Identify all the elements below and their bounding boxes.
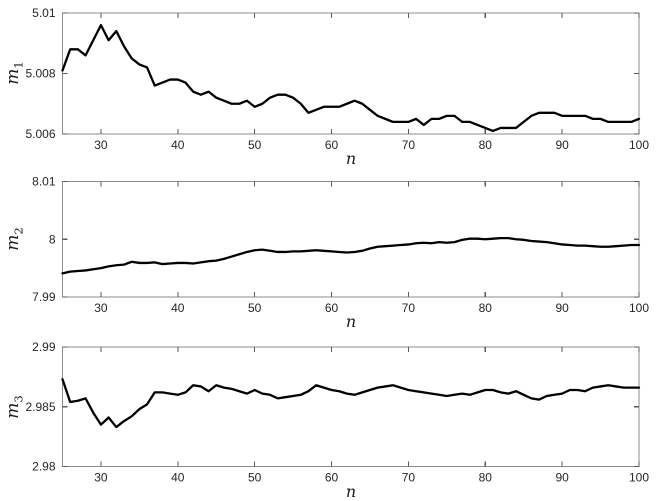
x-tick-label: 100: [629, 471, 649, 485]
x-tick-label: 70: [402, 301, 416, 315]
x-tick-label: 40: [171, 301, 185, 315]
x-tick-label: 60: [325, 471, 339, 485]
subplot-m1: 30 40 50 60 70 80 90 100 5.006 5.008 5.01: [25, 6, 649, 152]
m3-xaxis-label: n: [345, 482, 357, 501]
x-tick-label: 70: [402, 471, 416, 485]
x-tick-label: 90: [555, 471, 569, 485]
x-tick-label: 50: [248, 138, 262, 152]
y-tick-label: 5.01: [32, 6, 56, 20]
axes-box: [61, 346, 640, 468]
y-tick-label: 5.006: [25, 127, 55, 141]
y-tick-label: 5.008: [25, 67, 55, 81]
x-tick-label: 90: [555, 138, 569, 152]
hat-accent: ˆ: [0, 404, 11, 417]
m3-subscript: 3: [11, 395, 26, 403]
x-tick-label: 30: [94, 138, 108, 152]
subplot-m3: 30 40 50 60 70 80 90 100 2.98 2.985 2.99: [25, 340, 649, 485]
x-tick-label: 60: [325, 138, 339, 152]
y-tick-label: 8.01: [32, 175, 56, 189]
m2-axis-label: ˆm2: [0, 227, 26, 251]
x-tick-label: 50: [248, 301, 262, 315]
hat-accent: ˆ: [0, 70, 11, 83]
axes-box: [61, 180, 640, 298]
series-m2-line: [61, 236, 641, 275]
y-tick-label: 7.99: [32, 290, 56, 304]
x-tick-label: 70: [402, 138, 416, 152]
m1-xaxis-label: n: [345, 149, 357, 168]
series-m1-line: [61, 23, 641, 133]
y-tick-label: 2.985: [25, 400, 55, 414]
m1-axis-label: ˆm1: [0, 61, 26, 85]
x-tick-label: 60: [325, 301, 339, 315]
x-tick-label: 50: [248, 471, 262, 485]
m3-axis-label: ˆm3: [0, 395, 26, 419]
y-tick-label: 2.98: [32, 460, 56, 474]
m2-var-with-hat: ˆm: [0, 235, 23, 251]
y-tick-label: 8: [49, 232, 56, 246]
y-tick-label: 2.99: [32, 340, 56, 354]
x-tick-label: 80: [479, 301, 493, 315]
x-tick-label: 30: [94, 471, 108, 485]
x-tick-label: 90: [555, 301, 569, 315]
x-tick-label: 30: [94, 301, 108, 315]
m1-var-with-hat: ˆm: [0, 69, 23, 85]
m2-xaxis-label: n: [345, 312, 357, 331]
x-tick-label: 40: [171, 138, 185, 152]
x-tick-label: 80: [479, 138, 493, 152]
m3-var-with-hat: ˆm: [0, 403, 23, 419]
series-m3-line: [61, 378, 641, 429]
m2-subscript: 2: [11, 227, 26, 235]
hat-accent: ˆ: [0, 236, 11, 249]
subplot-m2: 30 40 50 60 70 80 90 100 7.99 8 8.01: [32, 175, 649, 316]
x-tick-label: 40: [171, 471, 185, 485]
x-tick-label: 100: [629, 138, 649, 152]
x-tick-label: 100: [629, 301, 649, 315]
m1-subscript: 1: [11, 61, 26, 69]
x-tick-label: 80: [479, 471, 493, 485]
